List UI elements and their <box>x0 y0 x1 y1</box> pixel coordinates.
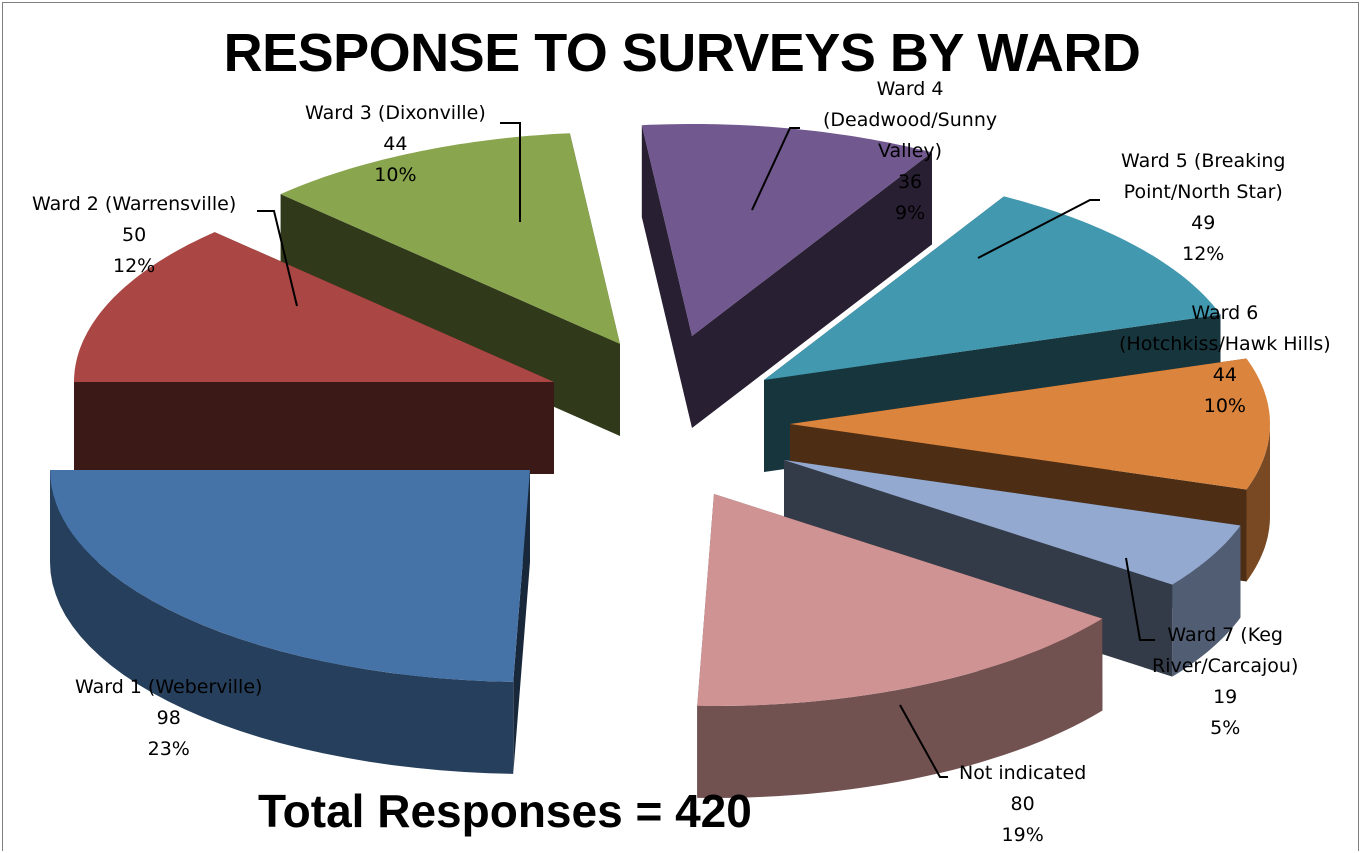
data-label-2: Ward 2 (Warrensville) 50 12% <box>32 189 236 282</box>
data-label-3: Ward 3 (Dixonville) 44 10% <box>305 98 486 191</box>
data-label-value: 44 <box>1119 360 1331 391</box>
data-label-percent: 10% <box>1119 391 1331 422</box>
data-label-name: Ward 1 (Weberville) <box>75 672 262 703</box>
data-label-name: Ward 2 (Warrensville) <box>32 189 236 220</box>
data-label-value: 44 <box>305 129 486 160</box>
data-label-value: 36 <box>823 167 997 198</box>
data-label-value: 19 <box>1152 682 1298 713</box>
data-label-4: Ward 4 (Deadwood/Sunny Valley) 36 9% <box>823 74 997 229</box>
data-label-name: Point/North Star) <box>1121 177 1285 208</box>
data-label-percent: 12% <box>1121 239 1285 270</box>
data-label-name: (Hotchkiss/Hawk Hills) <box>1119 329 1331 360</box>
data-label-percent: 10% <box>305 160 486 191</box>
data-label-name: Ward 4 <box>823 74 997 105</box>
data-label-value: 50 <box>32 220 236 251</box>
chart-title: RESPONSE TO SURVEYS BY WARD <box>0 22 1364 84</box>
data-label-value: 98 <box>75 703 262 734</box>
data-label-percent: 23% <box>75 734 262 765</box>
data-label-name: Valley) <box>823 136 997 167</box>
data-label-percent: 19% <box>959 820 1086 851</box>
data-label-percent: 12% <box>32 251 236 282</box>
data-label-6: Ward 6 (Hotchkiss/Hawk Hills) 44 10% <box>1119 298 1331 422</box>
data-label-8: Not indicated 80 19% <box>959 758 1086 851</box>
total-responses: Total Responses = 420 <box>258 784 752 838</box>
data-label-1: Ward 1 (Weberville) 98 23% <box>75 672 262 765</box>
data-label-percent: 9% <box>823 198 997 229</box>
data-label-value: 49 <box>1121 208 1285 239</box>
data-label-5: Ward 5 (Breaking Point/North Star) 49 12% <box>1121 146 1285 270</box>
data-label-name: Ward 3 (Dixonville) <box>305 98 486 129</box>
data-label-value: 80 <box>959 789 1086 820</box>
data-label-name: Ward 5 (Breaking <box>1121 146 1285 177</box>
data-label-percent: 5% <box>1152 713 1298 744</box>
data-label-name: (Deadwood/Sunny <box>823 105 997 136</box>
data-label-name: Ward 7 (Keg <box>1152 620 1298 651</box>
data-label-name: Ward 6 <box>1119 298 1331 329</box>
data-label-7: Ward 7 (Keg River/Carcajou) 19 5% <box>1152 620 1298 744</box>
data-label-name: Not indicated <box>959 758 1086 789</box>
data-label-name: River/Carcajou) <box>1152 651 1298 682</box>
